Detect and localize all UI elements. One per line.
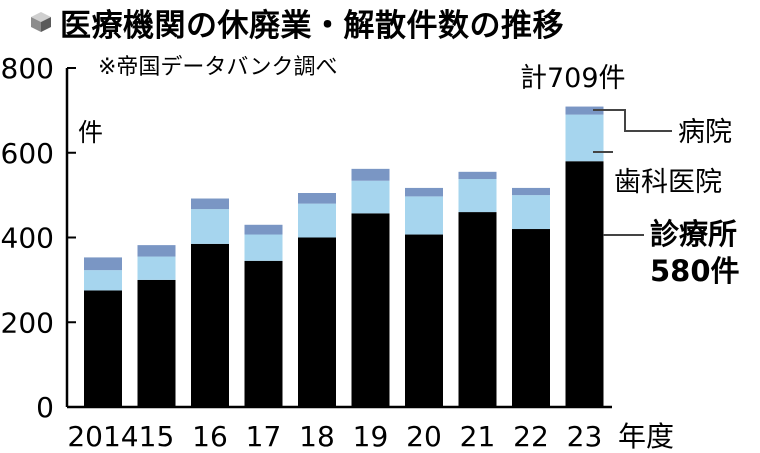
legend-hospital: 病院 xyxy=(678,117,732,148)
hospital-leader-line xyxy=(593,109,672,132)
bar-segment-hospital xyxy=(351,168,390,181)
bar-segment-clinic xyxy=(137,279,176,407)
bar-segment-clinic xyxy=(565,161,604,407)
y-tick-label: 600 xyxy=(1,137,54,170)
chart-title: 医療機関の休廃業・解散件数の推移 xyxy=(60,7,564,44)
x-tick-label: 22 xyxy=(513,420,549,453)
x-tick-label: 18 xyxy=(299,420,335,453)
title-row: 医療機関の休廃業・解散件数の推移 xyxy=(30,2,564,44)
y-ticks: 0 200 400 600 800 xyxy=(1,52,76,424)
x-tick-label: 16 xyxy=(192,420,228,453)
y-tick-label: 800 xyxy=(1,52,54,85)
total-label: 計709件 xyxy=(520,63,626,94)
bar-segment-dental xyxy=(137,256,176,280)
bar-segment-hospital xyxy=(405,187,443,197)
bar-segment-hospital xyxy=(298,193,336,204)
bar-segment-dental xyxy=(191,209,229,244)
legend-dental: 歯科医院 xyxy=(614,167,722,198)
bar-segment-dental xyxy=(458,179,497,213)
bar-segment-dental xyxy=(565,114,604,162)
x-tick-label: 23 xyxy=(567,420,603,453)
clinic-value-label: 580件 xyxy=(650,254,740,288)
bar-segment-hospital xyxy=(84,257,122,271)
x-tick-label: 20 xyxy=(406,420,442,453)
bar-segment-clinic xyxy=(458,212,497,407)
x-tick-label: 17 xyxy=(246,420,282,453)
bar-segment-clinic xyxy=(405,234,443,407)
x-tick-label: 2014 xyxy=(67,420,138,453)
x-tick-labels: 2014 15 16 17 18 19 20 21 22 23 xyxy=(67,420,602,453)
x-tick-label: 19 xyxy=(353,420,389,453)
bar-segment-hospital xyxy=(512,187,550,196)
bar-segment-dental xyxy=(512,195,550,230)
bar-segment-clinic xyxy=(351,213,390,407)
bar-segment-hospital xyxy=(191,198,229,210)
bar-segment-hospital xyxy=(565,106,604,115)
bar-segment-clinic xyxy=(191,243,229,407)
bar-segment-clinic xyxy=(84,290,122,407)
y-unit-label: 件 xyxy=(78,118,103,147)
bar-segment-dental xyxy=(298,203,336,238)
bar-segment-hospital xyxy=(244,224,283,235)
x-tick-label: 15 xyxy=(139,420,175,453)
bar-segment-dental xyxy=(405,196,443,235)
news-cube-icon xyxy=(31,12,51,32)
y-tick-label: 200 xyxy=(1,306,54,339)
bars xyxy=(84,106,604,407)
bar-segment-dental xyxy=(84,270,122,291)
bar-segment-clinic xyxy=(244,260,283,407)
legend-clinic: 診療所 xyxy=(650,217,737,251)
bar-segment-dental xyxy=(351,180,390,214)
bar-segment-dental xyxy=(244,234,283,261)
bar-segment-clinic xyxy=(298,237,336,407)
y-tick-label: 0 xyxy=(36,391,54,424)
bar-segment-clinic xyxy=(512,229,550,407)
legend-callouts: 病院 歯科医院 診療所 580件 xyxy=(593,109,740,288)
x-unit-label: 年度 xyxy=(618,420,674,453)
x-tick-label: 21 xyxy=(460,420,496,453)
bar-segment-hospital xyxy=(137,245,176,257)
source-note: ※帝国データバンク調べ xyxy=(98,55,338,80)
y-tick-label: 400 xyxy=(1,222,54,255)
bar-segment-hospital xyxy=(458,171,497,180)
